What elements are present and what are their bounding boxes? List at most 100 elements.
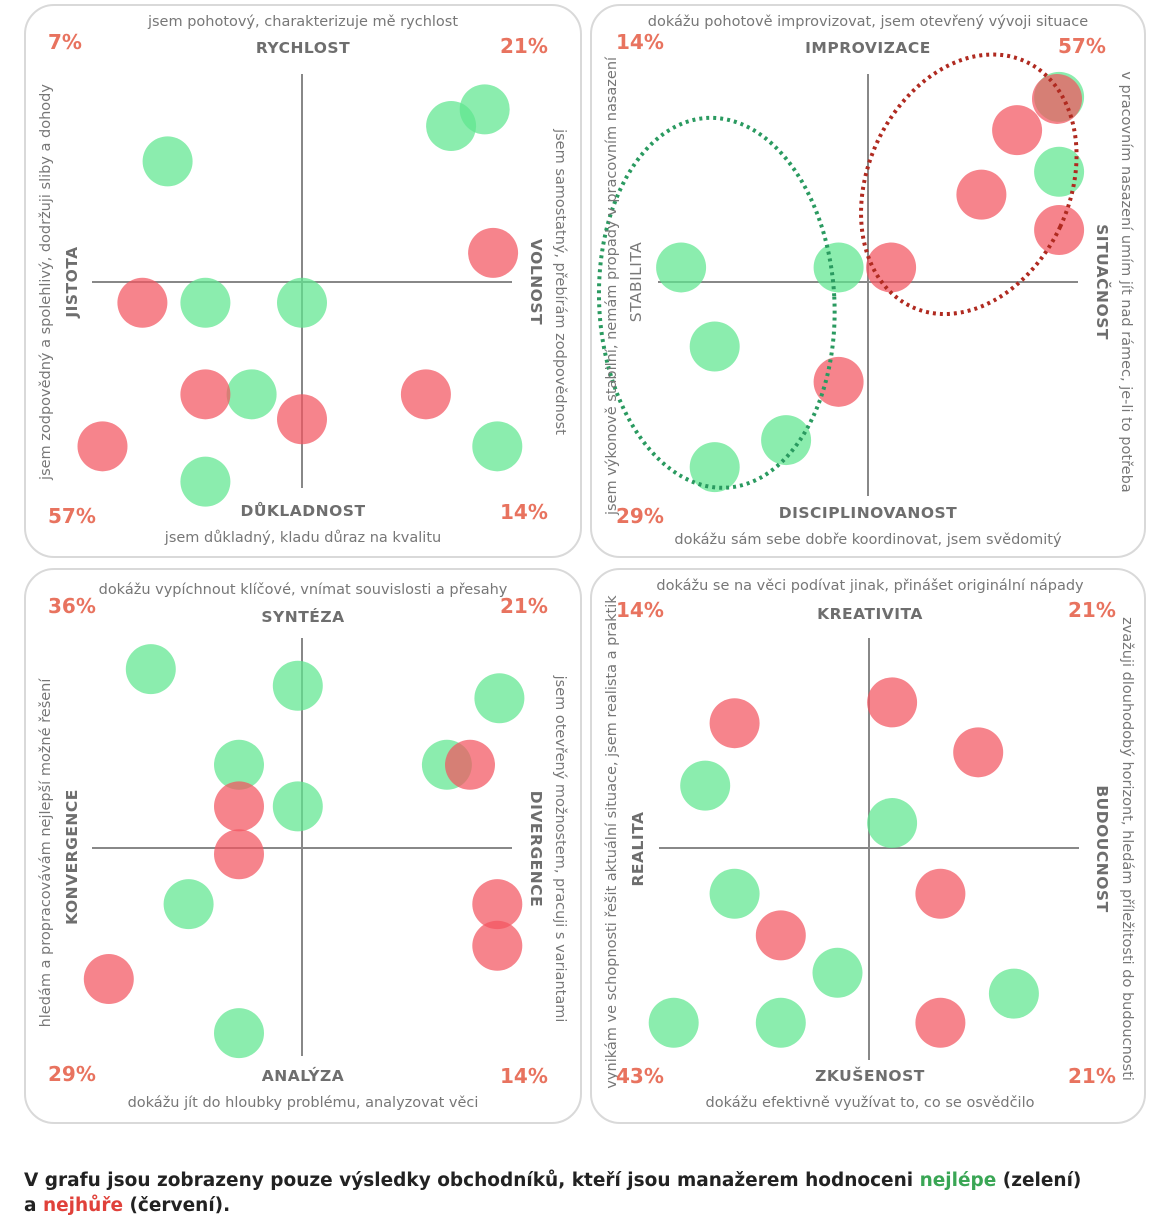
best-group-highlight: [596, 115, 837, 490]
chart-canvas: [83, 638, 525, 1059]
left-axis-label: REALITA: [629, 811, 647, 887]
worst-point: [992, 105, 1043, 156]
caption-best-note: (zelení): [996, 1170, 1082, 1191]
best-point: [142, 136, 193, 187]
top-axis-label: RYCHLOST: [255, 39, 351, 57]
best-point: [472, 421, 523, 472]
top-description: dokážu pohotově improvizovat, jsem otevř…: [647, 14, 1089, 30]
worst-point: [1032, 73, 1082, 124]
quadrant-panel-creativity-experience: dokážu se na věci podívat jinak, přináše…: [590, 568, 1146, 1124]
right-axis-label: BUDOUCNOST: [1093, 785, 1111, 913]
worst-point: [755, 910, 806, 961]
best-point: [272, 781, 323, 832]
percent-top-left: 14%: [616, 598, 664, 622]
best-point: [988, 968, 1039, 1019]
best-point: [656, 242, 707, 293]
best-point: [180, 277, 231, 328]
top-description: dokážu se na věci podívat jinak, přináše…: [656, 578, 1084, 594]
caption-text: V grafu jsou zobrazeny pouze výsledky ob…: [24, 1170, 920, 1191]
worst-group-highlight: [859, 52, 1079, 316]
caption-worst-word: nejhůře: [42, 1195, 124, 1216]
best-point: [648, 997, 699, 1048]
top-axis-label: SYNTÉZA: [261, 608, 345, 626]
percent-top-right: 57%: [1058, 34, 1106, 58]
worst-point: [468, 227, 519, 278]
worst-point: [709, 698, 760, 749]
top-axis-label: KREATIVITA: [817, 605, 923, 623]
best-point: [755, 997, 806, 1048]
bottom-axis-label: DISCIPLINOVANOST: [778, 504, 958, 522]
best-point: [214, 739, 264, 790]
caption-line2-text: a: [24, 1195, 43, 1216]
best-point: [812, 947, 863, 998]
worst-point: [83, 954, 134, 1005]
bottom-description: dokážu sám sebe dobře koordinovat, jsem …: [674, 532, 1062, 548]
worst-point: [214, 781, 264, 832]
right-description: zvažuji dlouhodobý horizont, hledám příl…: [1119, 617, 1135, 1081]
best-point: [125, 644, 176, 695]
top-description: dokážu vypíchnout klíčové, vnímat souvis…: [98, 582, 508, 598]
worst-point: [953, 727, 1004, 778]
best-point: [709, 868, 760, 919]
chart-canvas: [77, 74, 523, 507]
caption-best-word: nejlépe: [919, 1170, 997, 1191]
percent-top-left: 7%: [48, 30, 82, 54]
right-axis-label: SITUAČNOST: [1093, 224, 1111, 340]
right-axis-label: DIVERGENCE: [527, 790, 545, 908]
worst-point: [214, 829, 264, 880]
worst-point: [915, 868, 966, 919]
caption-worst-note: (červení).: [123, 1195, 231, 1216]
worst-point: [277, 394, 327, 445]
percent-bottom-right: 21%: [1068, 1064, 1116, 1088]
worst-point: [400, 369, 451, 420]
top-axis-label: IMPROVIZACE: [805, 39, 931, 57]
worst-point: [956, 169, 1007, 220]
worst-point: [866, 242, 917, 293]
right-description: jsem otevřený možnostem, pracuji s varia…: [552, 675, 568, 1023]
chart-canvas: [648, 638, 1079, 1060]
percent-bottom-left: 43%: [616, 1064, 664, 1088]
right-description: v pracovním nasazení umím jít nad rámec,…: [1118, 71, 1134, 493]
worst-point: [1034, 205, 1085, 255]
best-point: [689, 321, 740, 372]
best-point: [867, 798, 918, 849]
percent-top-right: 21%: [1068, 598, 1116, 622]
best-point: [163, 879, 214, 930]
percent-top-left: 36%: [48, 594, 96, 618]
bottom-axis-label: DŮKLADNOST: [240, 502, 366, 520]
left-description: vynikám ve schopnosti řešit aktuální sit…: [604, 595, 620, 1089]
percent-top-left: 14%: [616, 30, 664, 54]
top-description: jsem pohotový, charakterizuje mě rychlos…: [147, 14, 459, 30]
worst-point: [867, 677, 918, 728]
best-point: [226, 369, 277, 420]
chart-caption: V grafu jsou zobrazeny pouze výsledky ob…: [24, 1168, 1144, 1218]
best-point: [272, 660, 323, 711]
percent-bottom-left: 29%: [616, 504, 664, 528]
percent-bottom-left: 57%: [48, 504, 96, 528]
worst-point: [445, 739, 495, 790]
left-description: jsem výkonově stabilní, nemám propady v …: [604, 56, 620, 516]
best-point: [813, 242, 864, 293]
left-axis-label: KONVERGENCE: [63, 789, 81, 925]
best-point: [474, 673, 525, 724]
left-axis-label: STABILITA: [627, 241, 645, 323]
quadrant-panel-synthesis-analysis: dokážu vypíchnout klíčové, vnímat souvis…: [24, 568, 582, 1124]
bottom-axis-label: ZKUŠENOST: [815, 1067, 925, 1085]
bottom-axis-label: ANALÝZA: [261, 1067, 345, 1085]
best-point: [761, 415, 812, 466]
best-point: [277, 277, 327, 328]
left-description: jsem zodpovědný a spolehlivý, dodržuji s…: [38, 84, 54, 480]
right-description: jsem samostatný, přebírám zodpovědnost: [552, 129, 568, 435]
bottom-description: dokážu jít do hloubky problému, analyzov…: [127, 1095, 479, 1111]
worst-point: [117, 277, 168, 328]
best-point: [214, 1008, 264, 1059]
percent-bottom-right: 14%: [500, 500, 548, 524]
best-point: [459, 84, 510, 135]
right-axis-label: VOLNOST: [527, 238, 545, 326]
best-point: [180, 456, 231, 507]
worst-point: [915, 997, 966, 1048]
worst-point: [813, 356, 864, 407]
worst-point: [77, 421, 128, 472]
bottom-description: jsem důkladný, kladu důraz na kvalitu: [164, 530, 442, 546]
left-description: hledám a propracovávám nejlepší možné ře…: [38, 678, 54, 1028]
